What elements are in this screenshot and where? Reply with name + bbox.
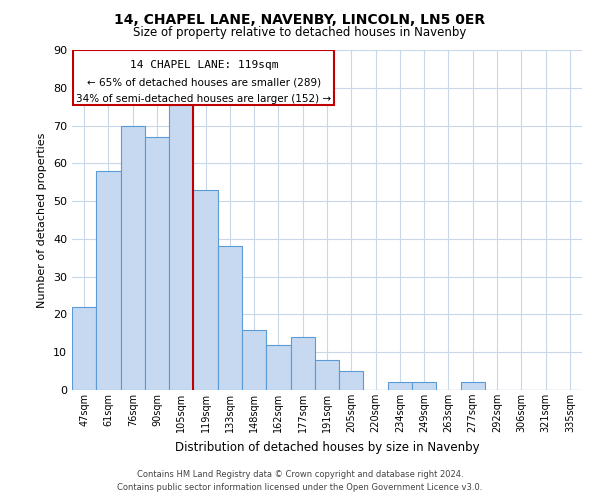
Bar bbox=[290, 337, 315, 390]
Bar bbox=[315, 360, 339, 390]
Bar bbox=[218, 246, 242, 390]
Bar bbox=[412, 382, 436, 390]
Y-axis label: Number of detached properties: Number of detached properties bbox=[37, 132, 47, 308]
Bar bbox=[145, 137, 169, 390]
Text: Contains HM Land Registry data © Crown copyright and database right 2024.
Contai: Contains HM Land Registry data © Crown c… bbox=[118, 470, 482, 492]
Bar bbox=[266, 344, 290, 390]
Bar bbox=[96, 171, 121, 390]
Text: 14 CHAPEL LANE: 119sqm: 14 CHAPEL LANE: 119sqm bbox=[130, 60, 278, 70]
Text: Size of property relative to detached houses in Navenby: Size of property relative to detached ho… bbox=[133, 26, 467, 39]
X-axis label: Distribution of detached houses by size in Navenby: Distribution of detached houses by size … bbox=[175, 440, 479, 454]
Bar bbox=[169, 103, 193, 390]
Bar bbox=[388, 382, 412, 390]
Bar bbox=[242, 330, 266, 390]
Bar bbox=[121, 126, 145, 390]
Bar bbox=[461, 382, 485, 390]
Bar bbox=[72, 307, 96, 390]
FancyBboxPatch shape bbox=[73, 50, 334, 105]
Text: 14, CHAPEL LANE, NAVENBY, LINCOLN, LN5 0ER: 14, CHAPEL LANE, NAVENBY, LINCOLN, LN5 0… bbox=[115, 12, 485, 26]
Bar bbox=[339, 371, 364, 390]
Text: ← 65% of detached houses are smaller (289): ← 65% of detached houses are smaller (28… bbox=[86, 77, 321, 87]
Text: 34% of semi-detached houses are larger (152) →: 34% of semi-detached houses are larger (… bbox=[76, 94, 331, 104]
Bar bbox=[193, 190, 218, 390]
